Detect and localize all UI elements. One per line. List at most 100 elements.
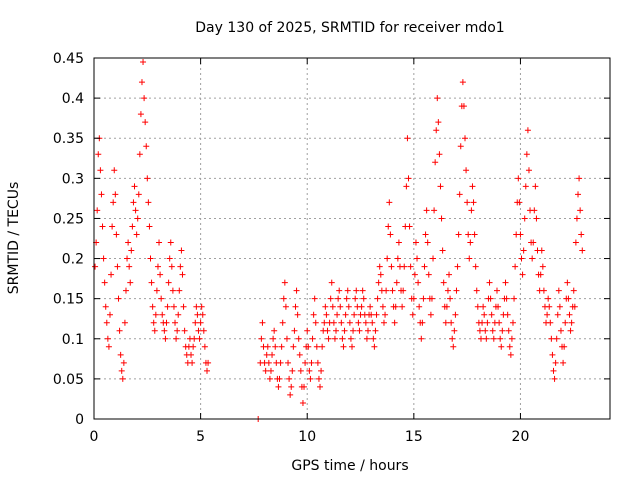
data-point (146, 223, 153, 230)
plot-frame (93, 57, 611, 420)
data-point (175, 311, 182, 318)
data-point (148, 279, 155, 286)
data-point (567, 327, 574, 334)
data-point (356, 327, 363, 334)
data-point (496, 319, 503, 326)
data-point (163, 319, 170, 326)
data-point (375, 279, 382, 286)
data-point (289, 367, 296, 374)
data-point (427, 311, 434, 318)
data-point (412, 239, 419, 246)
data-point (205, 359, 212, 366)
data-point (401, 263, 408, 270)
data-point (336, 287, 343, 294)
data-point (99, 223, 106, 230)
data-point (116, 327, 123, 334)
data-point (522, 183, 529, 190)
data-point (422, 231, 429, 238)
data-point (271, 327, 278, 334)
data-point (432, 159, 439, 166)
data-point (166, 255, 173, 262)
data-point (363, 335, 370, 342)
data-point (310, 311, 317, 318)
data-point (103, 319, 110, 326)
data-point (113, 231, 120, 238)
data-point (518, 255, 525, 262)
data-point (313, 343, 320, 350)
data-point (430, 255, 437, 262)
data-point (437, 183, 444, 190)
data-point (471, 231, 478, 238)
data-point (199, 311, 206, 318)
data-point (447, 295, 454, 302)
y-axis-label: SRMTID / TECUs (6, 182, 22, 295)
y-tick-label: 0.3 (62, 171, 84, 187)
data-point (92, 263, 99, 270)
data-point (291, 327, 298, 334)
data-point (579, 247, 586, 254)
data-point (296, 351, 303, 358)
data-point (454, 263, 461, 270)
data-point (180, 303, 187, 310)
data-point (446, 271, 453, 278)
chart-title: Day 130 of 2025, SRMTID for receiver mdo… (195, 20, 504, 36)
data-point (295, 335, 302, 342)
y-tick-label: 0.25 (53, 211, 84, 227)
data-point (575, 191, 582, 198)
data-point (125, 239, 132, 246)
data-point (428, 295, 435, 302)
data-point (414, 255, 421, 262)
data-point (350, 327, 357, 334)
data-point (466, 255, 473, 262)
data-point (545, 295, 552, 302)
data-point (415, 279, 422, 286)
data-point (389, 287, 396, 294)
y-tick-label: 0.2 (62, 252, 84, 268)
data-point (448, 319, 455, 326)
data-point (194, 311, 201, 318)
data-point (562, 319, 569, 326)
data-point (506, 343, 513, 350)
x-tick-label: 0 (90, 429, 99, 445)
data-point (164, 303, 171, 310)
data-point (566, 311, 573, 318)
data-point (470, 199, 477, 206)
data-point (282, 303, 289, 310)
data-point (292, 303, 299, 310)
data-point (294, 311, 301, 318)
data-point (337, 303, 344, 310)
data-point (97, 167, 104, 174)
data-point (173, 335, 180, 342)
data-point (191, 335, 198, 342)
data-point (529, 255, 536, 262)
data-point (352, 295, 359, 302)
data-point (421, 263, 428, 270)
data-point (420, 295, 427, 302)
data-point (102, 303, 109, 310)
data-point (168, 263, 175, 270)
data-point (190, 343, 197, 350)
data-point (110, 199, 117, 206)
data-point (351, 311, 358, 318)
data-point (499, 327, 506, 334)
data-point (143, 143, 150, 150)
data-point (121, 319, 128, 326)
data-point (318, 367, 325, 374)
data-point (147, 255, 154, 262)
data-point (547, 319, 554, 326)
data-point (512, 263, 519, 270)
data-point (577, 207, 584, 214)
data-point (169, 287, 176, 294)
data-point (154, 263, 161, 270)
y-tick-label: 0.1 (62, 332, 84, 348)
data-point (380, 319, 387, 326)
data-point (465, 231, 472, 238)
x-tick-label: 20 (512, 429, 530, 445)
data-point (555, 287, 562, 294)
data-point (456, 191, 463, 198)
data-point (170, 303, 177, 310)
data-point (479, 319, 486, 326)
data-point (124, 255, 131, 262)
data-point (188, 351, 195, 358)
data-point (546, 303, 553, 310)
